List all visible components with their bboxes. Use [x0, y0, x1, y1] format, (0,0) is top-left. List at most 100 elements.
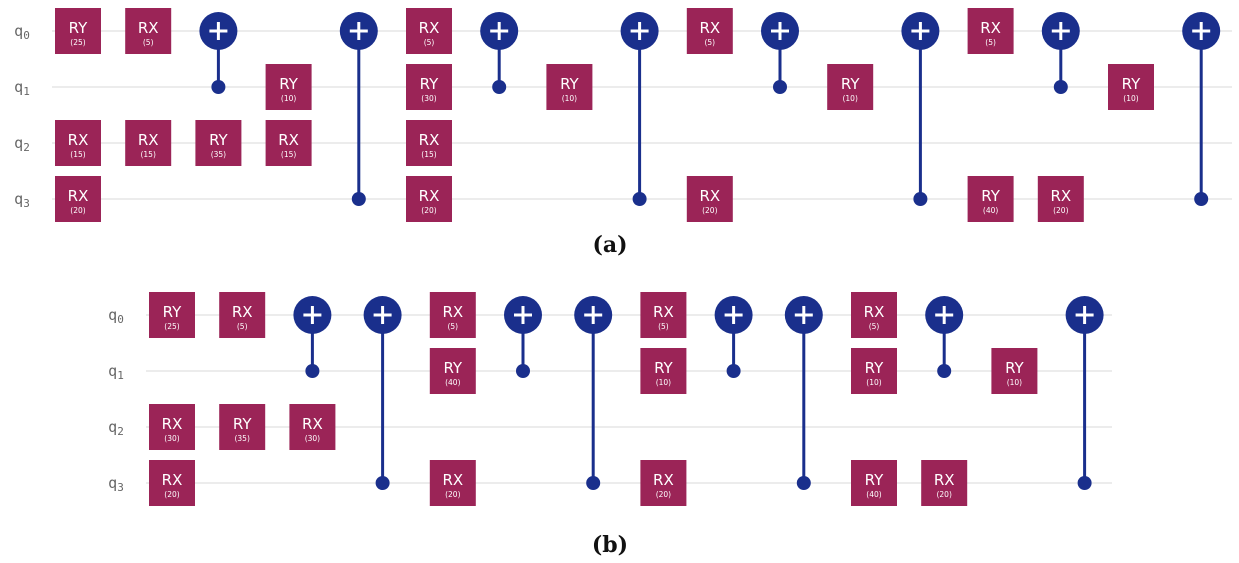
cnot-gate — [620, 12, 659, 206]
cnot-gate — [1182, 12, 1221, 206]
plus-icon — [724, 306, 743, 324]
gate-parameter: (5) — [237, 322, 248, 331]
gate-label: RX — [980, 19, 1001, 37]
gate-parameter: (15) — [421, 150, 436, 159]
gate-box — [406, 176, 452, 222]
gate-label: RX — [162, 471, 183, 489]
gate-box — [967, 176, 1014, 222]
gate-box — [219, 404, 266, 450]
gate-box — [640, 292, 687, 338]
cnot-control-dot — [375, 476, 390, 490]
cnot-gate — [574, 296, 613, 490]
cnot-gate — [761, 12, 799, 94]
gate-box — [55, 120, 101, 166]
cnot-control-dot — [726, 364, 741, 378]
gate-box — [55, 176, 101, 222]
gate-parameter: (20) — [656, 490, 671, 499]
gate-box — [640, 460, 687, 506]
gate-box — [149, 292, 195, 338]
gate-parameter: (35) — [211, 150, 226, 159]
gate-box — [219, 292, 266, 338]
gate-box — [289, 404, 336, 450]
rotation-gate-rx: RX(5) — [640, 292, 687, 338]
gate-label: RX — [138, 19, 159, 37]
rotation-gate-ry: RY(10) — [640, 348, 687, 394]
rotation-gate-ry: RY(10) — [827, 64, 874, 110]
gate-label: RX — [162, 415, 183, 433]
cnot-gate — [199, 12, 238, 94]
rotation-gate-ry: RY(25) — [149, 292, 195, 338]
plus-icon — [1192, 22, 1211, 40]
gate-box — [1037, 176, 1084, 222]
gate-parameter: (40) — [866, 490, 881, 499]
gate-box — [686, 176, 733, 222]
gate-label: RX — [699, 19, 720, 37]
plus-icon — [514, 306, 532, 324]
rotation-gate-ry: RY(10) — [851, 348, 897, 394]
gate-label: RY — [163, 303, 182, 321]
gate-label: RY — [981, 187, 1000, 205]
rotation-gate-rx: RX(20) — [1037, 176, 1084, 222]
plus-icon — [1051, 22, 1070, 40]
rotation-gate-rx: RX(20) — [640, 460, 687, 506]
gate-parameter: (20) — [445, 490, 460, 499]
cnot-gate — [504, 296, 542, 378]
gate-label: RY — [1122, 75, 1141, 93]
gate-parameter: (5) — [869, 322, 880, 331]
gate-label: RX — [442, 303, 463, 321]
gate-label: RY — [420, 75, 439, 93]
gate-parameter: (10) — [656, 378, 671, 387]
gate-box — [546, 64, 593, 110]
rotation-gate-rx: RX(15) — [406, 120, 452, 166]
gate-box — [125, 120, 172, 166]
gate-box — [1108, 64, 1154, 110]
gate-label: RX — [68, 131, 89, 149]
gate-label: RX — [419, 187, 440, 205]
gate-box — [429, 348, 476, 394]
cnot-control-dot — [796, 476, 811, 490]
cnot-gate — [784, 296, 823, 490]
gate-box — [265, 64, 312, 110]
cnot-control-dot — [1194, 192, 1209, 206]
gate-box — [125, 8, 172, 54]
cnot-gate — [339, 12, 378, 206]
gate-label: RX — [442, 471, 463, 489]
gate-parameter: (5) — [143, 38, 154, 47]
qubit-label-q1: q1 — [14, 78, 30, 98]
cnot-control-dot — [492, 80, 507, 94]
gate-parameter: (5) — [447, 322, 458, 331]
gate-box — [429, 292, 476, 338]
caption-b: (b) — [592, 532, 628, 558]
rotation-gate-ry: RY(25) — [55, 8, 101, 54]
gate-parameter: (25) — [70, 38, 85, 47]
gate-box — [406, 8, 452, 54]
gate-label: RX — [419, 131, 440, 149]
rotation-gate-rx: RX(5) — [125, 8, 172, 54]
gate-label: RY — [865, 471, 884, 489]
gate-box — [265, 120, 312, 166]
gate-label: RX — [232, 303, 253, 321]
gate-parameter: (20) — [70, 206, 85, 215]
qubit-label-q0: q0 — [14, 22, 30, 42]
rotation-gate-rx: RX(5) — [406, 8, 452, 54]
rotation-gate-rx: RX(5) — [429, 292, 476, 338]
circuit-a: q0q1q2q3RY(25)RX(15)RX(20)RX(5)RX(15)RY(… — [14, 8, 1232, 222]
gate-box — [195, 120, 242, 166]
cnot-control-dot — [305, 364, 320, 378]
gate-box — [827, 64, 874, 110]
rotation-gate-rx: RX(5) — [967, 8, 1014, 54]
cnot-gate — [293, 296, 332, 378]
gate-box — [640, 348, 687, 394]
gate-label: RX — [1050, 187, 1071, 205]
gate-parameter: (5) — [704, 38, 715, 47]
gate-label: RX — [138, 131, 159, 149]
gate-label: RY — [69, 19, 88, 37]
gate-parameter: (10) — [1123, 94, 1138, 103]
gate-parameter: (20) — [164, 490, 179, 499]
cnot-control-dot — [211, 80, 226, 94]
gate-parameter: (10) — [562, 94, 577, 103]
rotation-gate-ry: RY(40) — [851, 460, 897, 506]
rotation-gate-rx: RX(5) — [686, 8, 733, 54]
gate-label: RY — [443, 359, 462, 377]
gate-parameter: (10) — [1007, 378, 1022, 387]
